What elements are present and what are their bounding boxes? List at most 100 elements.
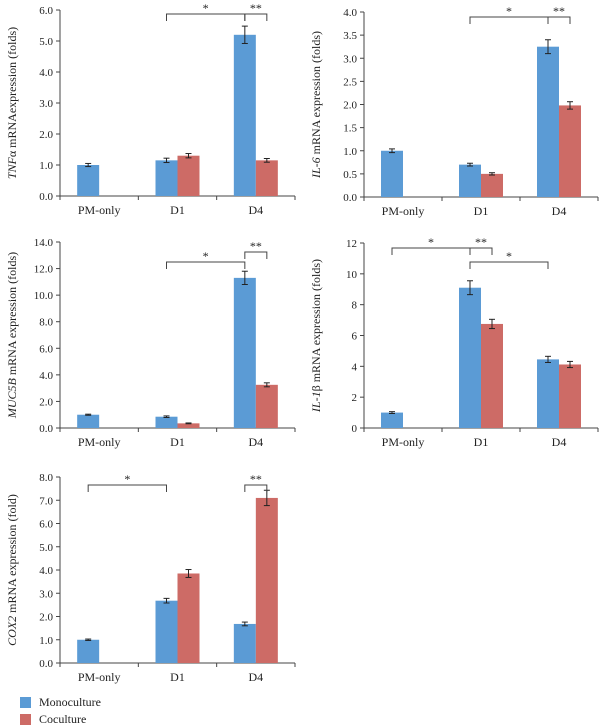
x-tick-label: D4	[552, 204, 567, 218]
bar-monoculture-pm-only	[77, 414, 100, 428]
y-tick-label: 0.0	[39, 423, 53, 435]
significance-label: *	[506, 249, 512, 263]
y-tick-label: 3.0	[343, 53, 357, 65]
significance-label: **	[250, 239, 262, 253]
y-tick-label: 0.0	[39, 191, 53, 203]
legend-swatch-monoculture	[20, 696, 31, 708]
y-tick-label: 2.0	[39, 129, 53, 141]
bar-coculture-d4	[255, 497, 278, 663]
y-tick-label: 2.0	[39, 396, 53, 408]
y-tick-label: 1.0	[39, 635, 53, 647]
x-tick-label: PM-only	[78, 670, 121, 684]
y-tick-label: 14.0	[34, 237, 54, 249]
bar-coculture-d4	[559, 364, 581, 428]
significance-bracket	[87, 484, 167, 492]
x-tick-label: PM-only	[78, 435, 121, 449]
y-axis-title-gene: IL-1	[309, 391, 323, 413]
bar-coculture-d4	[255, 384, 278, 428]
y-tick-label: 10	[346, 269, 358, 281]
significance-label: *	[203, 249, 209, 263]
y-tick-label: 2	[352, 392, 358, 404]
bar-monoculture-d4	[537, 359, 559, 428]
y-tick-label: 2.0	[39, 612, 53, 624]
y-tick-label: 3.0	[39, 98, 53, 110]
bar-monoculture-d1	[155, 600, 178, 663]
y-tick-label: 12	[346, 238, 357, 250]
significance-label: *	[124, 472, 130, 486]
y-tick-label: 6.0	[39, 519, 53, 531]
y-tick-label: 8.0	[39, 472, 53, 484]
y-axis-title-gene: TNF	[5, 156, 19, 179]
y-tick-label: 8	[352, 300, 358, 312]
legend-item-monoculture: Monoculture	[20, 694, 101, 710]
bar-monoculture-pm-only	[381, 150, 403, 197]
significance-bracket	[244, 484, 268, 492]
y-tick-label: 4.0	[39, 565, 53, 577]
y-axis-title-gene: COX2	[5, 616, 19, 646]
significance-label: *	[203, 1, 209, 15]
x-tick-label: D1	[474, 204, 489, 218]
y-tick-label: 0.0	[39, 658, 53, 670]
chart-3: 0.0 2.0 4.0 6.0 8.0 10.0 12.0 14.0 PM-only D1 D4 MU…	[5, 237, 296, 449]
x-tick-label: D4	[248, 670, 263, 684]
y-tick-label: 2.0	[343, 100, 357, 112]
significance-bracket	[469, 247, 493, 255]
y-axis-title-rest: mRNA expression (folds)	[5, 252, 19, 378]
x-tick-label: PM-only	[382, 435, 425, 449]
significance-bracket	[391, 247, 471, 255]
y-tick-label: 1.0	[39, 160, 53, 172]
y-axis-title: IL-1β mRNA expression (folds)	[309, 259, 323, 413]
y-tick-label: 7.0	[39, 495, 53, 507]
x-tick-label: D1	[170, 670, 185, 684]
significance-label: *	[506, 4, 512, 18]
x-tick-label: PM-only	[382, 204, 425, 218]
y-tick-label: 0	[352, 423, 358, 435]
y-tick-label: 0.5	[343, 169, 357, 181]
x-tick-label: D4	[248, 203, 263, 217]
significance-label: *	[428, 235, 434, 249]
y-tick-label: 6.0	[39, 343, 53, 355]
y-axis-title: COX2 mRNA expression (fold)	[5, 494, 19, 646]
y-tick-label: 12.0	[34, 264, 54, 276]
y-tick-label: 1.5	[343, 123, 357, 135]
x-tick-label: D1	[170, 435, 185, 449]
bar-monoculture-pm-only	[381, 412, 403, 428]
significance-label: **	[250, 1, 262, 15]
bar-monoculture-d4	[233, 34, 256, 196]
significance-bracket	[469, 261, 549, 269]
significance-label: **	[250, 472, 262, 486]
bar-coculture-d4	[255, 160, 278, 196]
bar-monoculture-d1	[155, 416, 178, 428]
y-axis-title: IL-6 mRNA expression (folds)	[309, 31, 323, 179]
y-tick-label: 4	[352, 361, 358, 373]
bar-monoculture-pm-only	[77, 165, 100, 196]
bar-monoculture-d1	[459, 164, 481, 197]
y-tick-label: 4.0	[343, 7, 357, 19]
bar-monoculture-d1	[459, 287, 481, 428]
y-axis-title-rest: β mRNA expression (folds)	[309, 259, 323, 391]
y-axis-title-gene: IL-6	[309, 157, 323, 179]
bar-coculture-d1	[481, 323, 503, 428]
significance-label: **	[475, 235, 487, 249]
y-tick-label: 0.0	[343, 192, 357, 204]
y-axis-title: MUC5B mRNA expression (folds)	[5, 252, 19, 419]
legend-swatch-coculture	[20, 713, 31, 725]
bar-coculture-d4	[559, 105, 581, 197]
significance-label: **	[553, 4, 565, 18]
significance-bracket	[547, 16, 571, 24]
bar-monoculture-d4	[233, 623, 256, 663]
y-axis-title-gene: MUC5B	[5, 377, 19, 419]
legend-label-monoculture: Monoculture	[39, 694, 101, 709]
significance-bracket	[166, 261, 246, 269]
bar-coculture-d1	[481, 173, 503, 197]
y-axis-title-rest: mRNA expression (fold)	[5, 494, 19, 616]
bar-coculture-d1	[177, 155, 200, 196]
chart-4: 0 2 4 6 8 10 12 PM-only D1 D4 IL-1β mRNA expressio…	[309, 235, 599, 449]
y-tick-label: 10.0	[34, 290, 54, 302]
significance-bracket	[244, 251, 268, 259]
x-tick-label: D1	[170, 203, 185, 217]
y-tick-label: 4.0	[39, 370, 53, 382]
x-tick-label: D4	[248, 435, 263, 449]
bar-monoculture-d1	[155, 160, 178, 196]
y-tick-label: 5.0	[39, 36, 53, 48]
